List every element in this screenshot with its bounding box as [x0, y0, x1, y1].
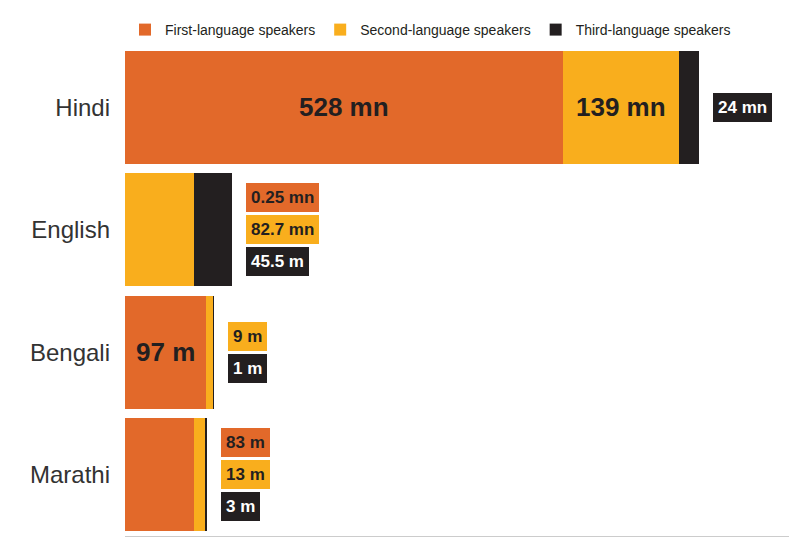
- svg-text:Second-language speakers: Second-language speakers: [360, 22, 530, 38]
- svg-text:0.25 mn: 0.25 mn: [251, 188, 314, 207]
- svg-text:English: English: [31, 216, 110, 243]
- svg-text:83 m: 83 m: [226, 433, 265, 452]
- svg-text:528 mn: 528 mn: [299, 92, 389, 122]
- svg-text:First-language speakers: First-language speakers: [165, 22, 315, 38]
- svg-text:45.5 m: 45.5 m: [251, 252, 304, 271]
- svg-text:Bengali: Bengali: [30, 339, 110, 366]
- svg-text:24 mn: 24 mn: [718, 98, 767, 117]
- svg-text:139 mn: 139 mn: [576, 92, 666, 122]
- svg-text:3 m: 3 m: [226, 497, 255, 516]
- svg-text:Marathi: Marathi: [30, 461, 110, 488]
- svg-text:Hindi: Hindi: [55, 94, 110, 121]
- svg-text:97 m: 97 m: [136, 337, 195, 367]
- svg-text:82.7 mn: 82.7 mn: [251, 220, 314, 239]
- svg-text:13 m: 13 m: [226, 465, 265, 484]
- svg-text:9 m: 9 m: [233, 327, 262, 346]
- svg-text:1 m: 1 m: [233, 359, 262, 378]
- svg-text:Third-language speakers: Third-language speakers: [576, 22, 731, 38]
